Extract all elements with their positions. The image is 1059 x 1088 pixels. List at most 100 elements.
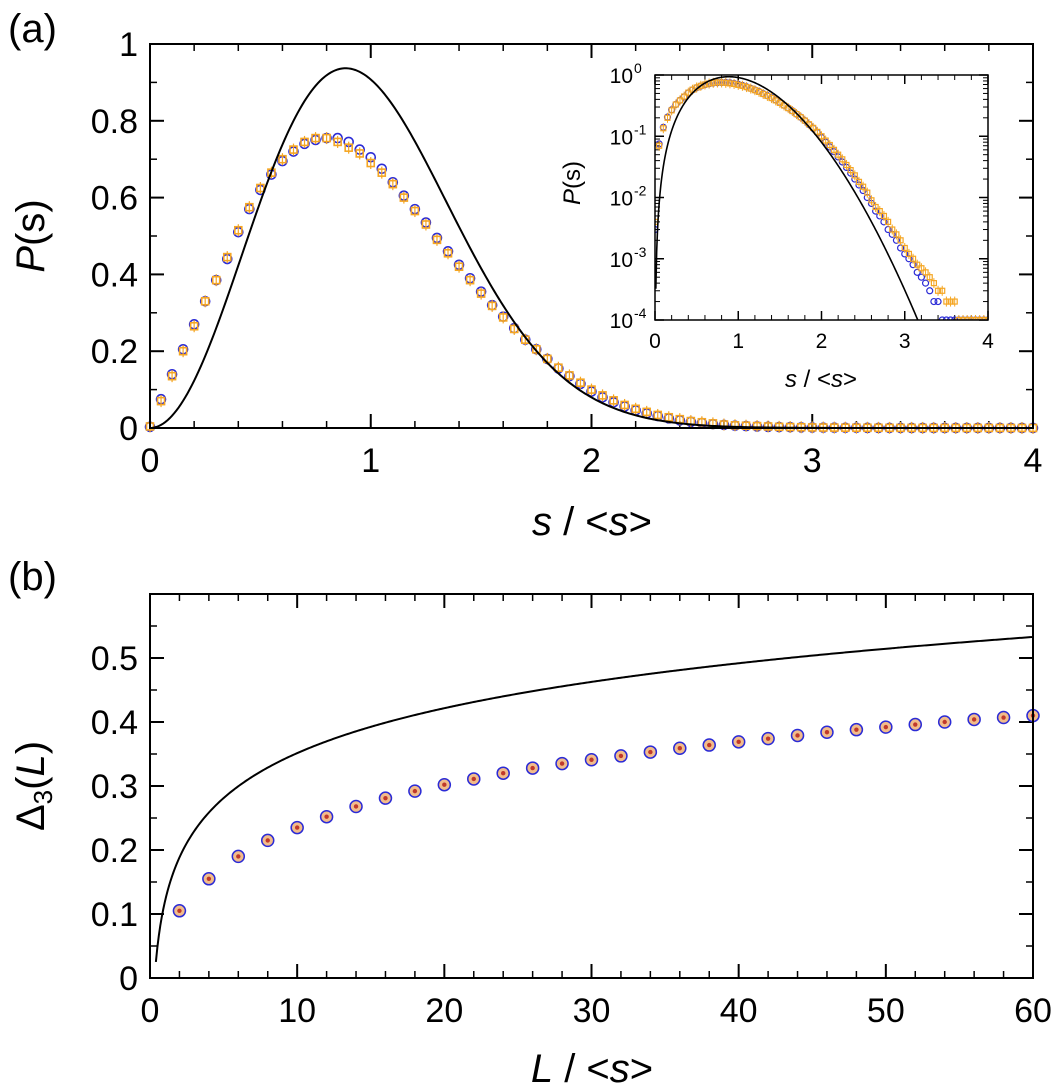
panel-a-y-ticks: 0 0.2 0.4 0.6 0.8 1 <box>91 26 1033 448</box>
data-point-center <box>530 765 535 771</box>
inset-y-tick-exponent: -2 <box>634 183 647 199</box>
inset-series-1-point <box>917 273 926 281</box>
inset-y-tick-exponent: -1 <box>634 121 647 137</box>
inset-plot <box>655 75 988 320</box>
panel-a-x-axis-label: s / <s> <box>532 500 652 544</box>
panel-b-x-ticks: 0 10 20 30 40 50 60 <box>141 594 1052 1030</box>
x-tick-label: 0 <box>141 992 160 1030</box>
data-point-center <box>294 825 300 830</box>
x-tick-label: 1 <box>361 442 380 480</box>
x-tick-label: 60 <box>1014 992 1052 1030</box>
inset-series-1-point <box>921 279 930 287</box>
data-point-center <box>618 753 624 759</box>
x-tick-label: 10 <box>278 992 316 1030</box>
data-point-center <box>589 757 594 762</box>
data-point-center <box>707 742 712 748</box>
inset-x-tick-label: 3 <box>899 330 911 353</box>
data-point-center <box>236 854 241 859</box>
panel-b: (b) 0 0.1 0.2 0.3 0.4 0.5 0 10 20 30 40 50 60 L / <… <box>8 555 1052 1088</box>
y-tick-label: 1 <box>119 26 138 64</box>
inset-plot-area <box>655 75 988 320</box>
panel-b-y-axis-label: Δ3(L) <box>9 741 58 831</box>
data-point-center <box>883 724 889 730</box>
panel-a-frame <box>149 43 1034 429</box>
data-point-center <box>765 736 771 741</box>
y-tick-label: 0 <box>119 410 138 448</box>
inset-x-axis-label: s / <s> <box>785 366 857 393</box>
inset-series-1-point <box>942 316 950 320</box>
data-point-center <box>824 730 830 735</box>
data-point-center <box>913 722 918 727</box>
inset-series-1-point <box>951 316 959 320</box>
inset-series-1-point <box>930 297 938 306</box>
x-tick-label: 2 <box>582 442 601 480</box>
x-tick-label: 20 <box>425 992 463 1030</box>
inset-y-tick-exponent: -4 <box>634 305 647 321</box>
inset-series-1-point <box>946 316 955 320</box>
y-tick-label: 0.6 <box>91 180 138 218</box>
data-point-center <box>1001 715 1006 720</box>
inset-series-1-point <box>938 316 946 320</box>
x-tick-label: 30 <box>573 992 611 1030</box>
y-tick-label: 0.8 <box>91 103 138 141</box>
panel-b-frame <box>149 593 1034 979</box>
inset-frame <box>654 74 989 321</box>
inset-x-tick-label: 0 <box>649 330 661 353</box>
data-point-center <box>942 719 947 725</box>
y-tick-label: 0.3 <box>91 768 138 806</box>
inset-x-tick-label: 1 <box>732 330 744 353</box>
inset-series-1-point <box>926 287 934 295</box>
inset-theory-curve <box>655 75 919 320</box>
panel-b-plot <box>154 635 1040 963</box>
data-point-center <box>177 908 182 913</box>
y-tick-label: 0.2 <box>91 333 138 371</box>
inset-y-tick-label: 10 <box>610 188 633 211</box>
inset-y-tick-exponent: -3 <box>634 244 647 260</box>
inset-series-1-point <box>934 297 942 306</box>
data-point-center <box>971 717 977 722</box>
data-point-center <box>471 776 476 782</box>
inset-y-axis-label: P(s) <box>559 161 586 205</box>
y-tick-label: 0.4 <box>91 256 138 294</box>
x-tick-label: 4 <box>1024 442 1043 480</box>
data-point-center <box>265 838 270 843</box>
data-point-center <box>442 782 447 787</box>
data-point-center <box>736 739 741 745</box>
inset-y-tick-label: 10 <box>610 126 633 149</box>
inset-x-tick-label: 2 <box>816 330 828 353</box>
data-point-center <box>501 771 506 776</box>
panel-b-y-ticks: 0 0.1 0.2 0.3 0.4 0.5 <box>91 625 1033 998</box>
y-tick-label: 0.2 <box>91 832 138 870</box>
y-tick-label: 0.4 <box>91 704 138 742</box>
x-tick-label: 3 <box>803 442 822 480</box>
y-tick-label: 0 <box>119 960 138 998</box>
panel-a-y-axis-label: P(s) <box>9 199 53 272</box>
inset-y-tick-label: 10 <box>610 310 633 333</box>
x-tick-label: 0 <box>141 442 160 480</box>
data-point-center <box>795 733 800 738</box>
inset-x-tick-label: 4 <box>982 330 994 353</box>
data-point-center <box>648 749 653 755</box>
panel-b-label: (b) <box>8 555 57 599</box>
theory-curve <box>154 635 1034 963</box>
data-point-center <box>383 795 388 801</box>
panel-b-x-axis-label: L / <s> <box>531 1047 653 1088</box>
data-point-center <box>353 804 359 809</box>
inset-background <box>655 75 988 320</box>
inset-y-tick-label: 10 <box>610 65 633 88</box>
data-point-center <box>854 727 859 732</box>
panel-a-label: (a) <box>8 7 57 51</box>
y-tick-label: 0.5 <box>91 640 138 678</box>
inset-y-tick-label: 10 <box>610 249 633 272</box>
inset-x-ticks: 0 1 2 3 4 <box>649 75 994 353</box>
x-tick-label: 50 <box>867 992 905 1030</box>
data-point-center <box>412 788 418 794</box>
y-tick-label: 0.1 <box>91 896 138 934</box>
data-point-center <box>206 876 212 881</box>
data-point-center <box>324 814 329 819</box>
data-point-center <box>677 746 682 751</box>
